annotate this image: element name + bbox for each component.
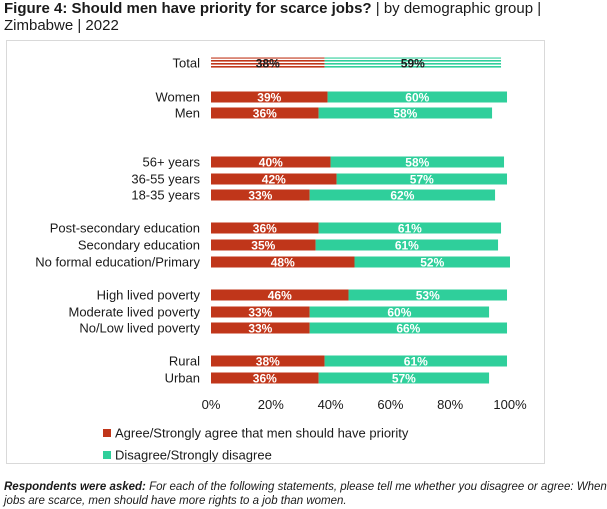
bar-agree: [211, 189, 310, 201]
bar-disagree: [318, 372, 490, 384]
category-label: Moderate lived poverty: [68, 305, 200, 320]
category-label: Urban: [165, 371, 200, 386]
bar-agree: [211, 355, 325, 367]
x-tick-label: 0%: [202, 397, 221, 412]
bar-disagree: [336, 173, 508, 185]
bar-disagree: [309, 306, 490, 318]
figure-title-sub: | by demographic group | Zimbabwe | 2022: [4, 0, 542, 34]
data-label-agree: 42%: [262, 173, 286, 187]
bar-agree: [211, 306, 310, 318]
x-tick-label: 40%: [318, 397, 344, 412]
bar-agree: [211, 239, 316, 251]
data-label-disagree: 61%: [404, 355, 428, 369]
bar-disagree: [327, 91, 508, 103]
data-label-disagree: 60%: [387, 306, 411, 320]
category-label: Rural: [169, 354, 200, 369]
footnote-text: For each of the following statements, pl…: [4, 481, 607, 507]
data-label-disagree: 57%: [392, 372, 416, 386]
stacked-bar-chart: 38% 59% 39% 60% 36% 58% 40% 58% 42% 57% 33% 62% 36% 6…: [35, 56, 527, 463]
bar-agree: [211, 322, 310, 334]
legend: Agree/Strongly agree that men should hav…: [103, 426, 409, 463]
bar-disagree: [318, 107, 493, 119]
category-label: Men: [175, 106, 200, 121]
bar-disagree: [324, 57, 502, 69]
data-label-agree: 33%: [248, 306, 272, 320]
data-label-disagree: 60%: [405, 91, 429, 105]
data-label-agree: 36%: [253, 372, 277, 386]
bar-agree: [211, 156, 331, 168]
bars-group: 38% 59% 39% 60% 36% 58% 40% 58% 42% 57% 33% 62% 36% 6…: [211, 57, 510, 386]
data-label-disagree: 66%: [396, 322, 420, 336]
legend-swatch: [103, 429, 111, 437]
data-label-agree: 38%: [256, 355, 280, 369]
bar-agree: [211, 57, 325, 69]
footnote: Respondents were asked: For each of the …: [4, 480, 607, 508]
data-label-disagree: 62%: [390, 189, 414, 203]
bar-agree: [211, 289, 349, 301]
bar-disagree: [309, 189, 496, 201]
x-tick-label: 80%: [437, 397, 463, 412]
data-label-agree: 46%: [268, 289, 292, 303]
footnote-label: Respondents were asked:: [4, 481, 146, 493]
data-label-agree: 40%: [259, 156, 283, 170]
x-tick-label: 60%: [377, 397, 403, 412]
data-label-disagree: 58%: [393, 107, 417, 121]
category-label: No/Low lived poverty: [79, 321, 200, 336]
data-label-disagree: 53%: [416, 289, 440, 303]
data-label-disagree: 59%: [401, 57, 425, 71]
data-label-disagree: 57%: [410, 173, 434, 187]
data-label-disagree: 52%: [420, 256, 444, 270]
bar-disagree: [330, 156, 505, 168]
category-label: No formal education/Primary: [35, 255, 200, 270]
chart-panel: [6, 40, 545, 464]
bar-disagree: [324, 355, 508, 367]
figure-title: Figure 4: Should men have priority for s…: [4, 0, 604, 34]
bar-disagree: [318, 222, 502, 234]
data-label-disagree: 61%: [398, 222, 422, 236]
data-label-agree: 33%: [248, 322, 272, 336]
bar-agree: [211, 91, 328, 103]
data-label-agree: 39%: [257, 91, 281, 105]
legend-swatch: [103, 451, 111, 459]
category-label: 36-55 years: [131, 172, 200, 187]
category-label: Total: [173, 56, 201, 71]
x-axis-ticks: 0% 20% 40% 60% 80% 100%: [202, 397, 527, 412]
x-tick-label: 100%: [493, 397, 527, 412]
bar-disagree: [309, 322, 508, 334]
category-label: High lived poverty: [97, 288, 201, 303]
bar-agree: [211, 173, 337, 185]
bar-disagree: [354, 256, 510, 268]
category-label: 18-35 years: [131, 188, 200, 203]
bar-disagree: [315, 239, 499, 251]
legend-label: Disagree/Strongly disagree: [115, 448, 272, 463]
x-tick-label: 20%: [258, 397, 284, 412]
legend-label: Agree/Strongly agree that men should hav…: [115, 426, 409, 441]
data-label-agree: 48%: [271, 256, 295, 270]
data-label-agree: 33%: [248, 189, 272, 203]
bar-agree: [211, 256, 355, 268]
data-label-agree: 36%: [253, 222, 277, 236]
figure-title-main: Figure 4: Should men have priority for s…: [4, 0, 372, 17]
bar-disagree: [348, 289, 508, 301]
data-label-agree: 38%: [256, 57, 280, 71]
category-label: Post-secondary education: [50, 221, 200, 236]
category-label: Women: [155, 90, 200, 105]
category-label: 56+ years: [143, 155, 201, 170]
category-label: Secondary education: [78, 238, 200, 253]
bar-agree: [211, 107, 319, 119]
data-label-agree: 36%: [253, 107, 277, 121]
bar-agree: [211, 222, 319, 234]
data-label-disagree: 61%: [395, 239, 419, 253]
bar-agree: [211, 372, 319, 384]
data-label-disagree: 58%: [405, 156, 429, 170]
data-label-agree: 35%: [251, 239, 275, 253]
